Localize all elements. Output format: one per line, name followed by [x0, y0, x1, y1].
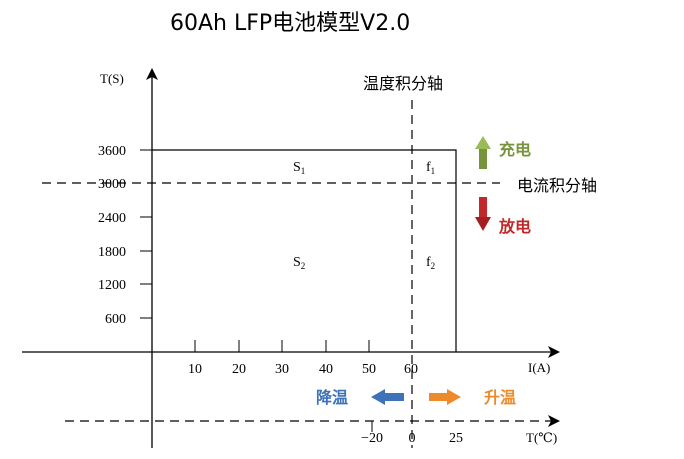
heat-label: 升温 [484, 388, 516, 407]
x-tick-label: 30 [275, 362, 289, 377]
temperature-integral-axis-label: 温度积分轴 [363, 74, 443, 93]
region-f2-label: f2 [426, 255, 435, 271]
arrow-left-icon [371, 389, 404, 405]
discharge-label: 放电 [498, 217, 531, 236]
x-tick-label: 20 [232, 362, 246, 377]
y-tick-label: 3000 [98, 177, 126, 192]
region-s2-label: S2 [293, 255, 305, 271]
y-axis-ticks: 3600 3000 2400 1800 1200 600 [98, 144, 152, 327]
diagram-title: 60Ah LFP电池模型V2.0 [170, 11, 410, 36]
y-tick-label: 1800 [98, 245, 126, 260]
arrow-right-icon [429, 389, 461, 405]
y-axis-label: T(S) [100, 71, 124, 86]
charge-label: 充电 [499, 140, 531, 159]
current-integral-axis-label: 电流积分轴 [517, 176, 597, 195]
temperature-axis-label: T(℃) [526, 430, 557, 445]
temp-tick-label: −20 [361, 431, 383, 446]
region-s1-label: S1 [293, 160, 305, 176]
x-axis-label: I(A) [528, 360, 550, 375]
capacity-boundary [152, 149, 457, 352]
x-tick-label: 10 [188, 362, 202, 377]
cool-label: 降温 [316, 388, 348, 407]
y-tick-label: 2400 [98, 211, 126, 226]
x-tick-label: 60 [404, 362, 418, 377]
region-f1-label: f1 [426, 160, 435, 176]
x-tick-label: 50 [362, 362, 376, 377]
x-tick-label: 40 [319, 362, 333, 377]
y-tick-label: 1200 [98, 278, 126, 293]
arrow-down-icon [475, 197, 491, 231]
y-tick-label: 600 [105, 312, 126, 327]
x-axis-ticks: 10 20 30 40 50 60 60 [188, 340, 418, 377]
arrow-up-icon [475, 136, 491, 169]
temp-tick-label: 25 [449, 431, 463, 446]
y-tick-label: 3600 [98, 144, 126, 159]
